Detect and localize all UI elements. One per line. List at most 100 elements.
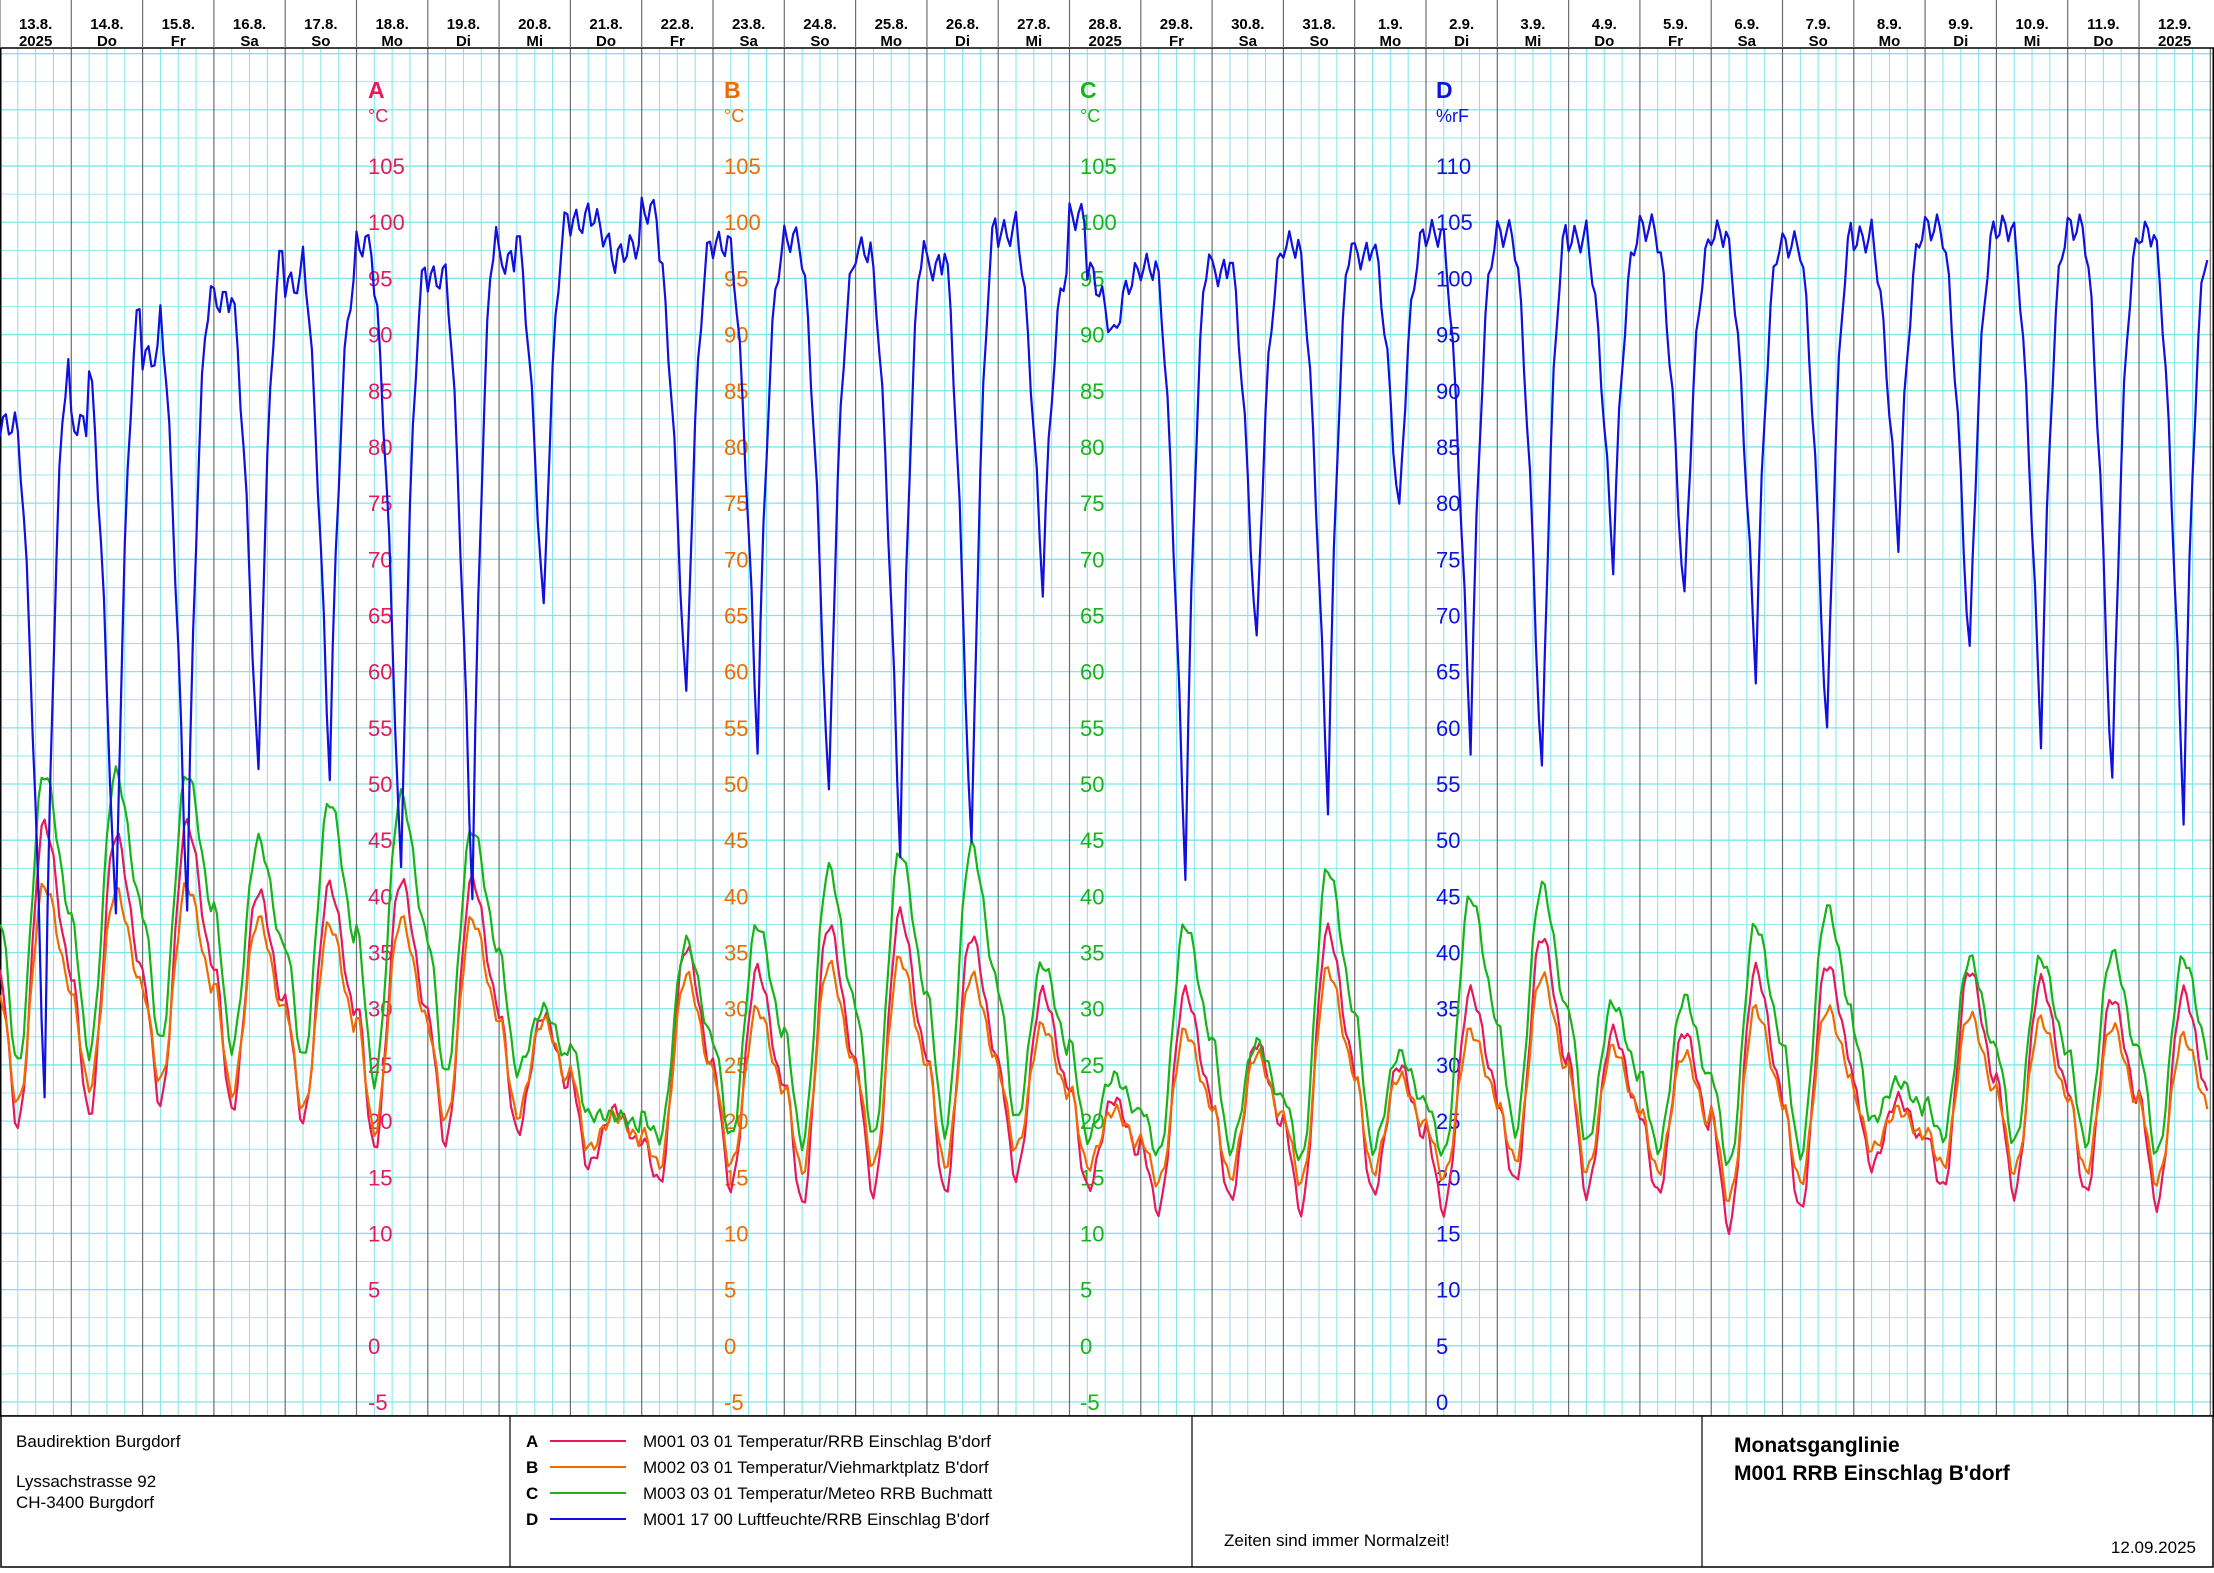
axis-tick-label: 35: [368, 941, 392, 966]
axis-tick-label: 0: [368, 1334, 380, 1359]
axis-unit: °C: [1080, 106, 1100, 126]
axis-tick-label: 90: [1080, 323, 1104, 348]
axis-tick-label: 45: [1080, 828, 1104, 853]
date-label: 16.8.: [233, 16, 266, 33]
y-axis-b: B°C1051009590858075706560555045403530252…: [724, 77, 761, 1415]
axis-tick-label: 15: [1436, 1221, 1460, 1246]
weekday-label: Do: [1594, 33, 1614, 50]
chart-title-line2: M001 RRB Einschlag B'dorf: [1734, 1462, 2011, 1485]
axis-tick-label: 55: [724, 716, 748, 741]
date-label: 18.8.: [375, 16, 408, 33]
org-name: Baudirektion Burgdorf: [16, 1432, 181, 1451]
axis-tick-label: 45: [724, 828, 748, 853]
axis-tick-label: 105: [368, 154, 405, 179]
legend-label: M001 03 01 Temperatur/RRB Einschlag B'do…: [643, 1432, 991, 1451]
weekday-label: 2025: [1088, 33, 1121, 50]
axis-tick-label: 90: [724, 323, 748, 348]
date-label: 5.9.: [1663, 16, 1688, 33]
axis-tick-label: 70: [724, 547, 748, 572]
weekday-label: So: [1809, 33, 1828, 50]
axis-letter: C: [1080, 77, 1097, 103]
axis-letter: D: [1436, 77, 1453, 103]
legend-key: A: [526, 1432, 538, 1451]
axis-tick-label: 60: [1080, 660, 1104, 685]
axis-tick-label: 45: [1436, 884, 1460, 909]
weekday-label: Di: [456, 33, 471, 50]
print-date: 12.09.2025: [2111, 1538, 2196, 1557]
weekday-label: Fr: [1668, 33, 1683, 50]
date-label: 31.8.: [1302, 16, 1335, 33]
date-label: 14.8.: [90, 16, 123, 33]
y-axes: A°C1051009590858075706560555045403530252…: [368, 77, 1473, 1415]
axis-tick-label: 105: [1080, 154, 1117, 179]
weekday-label: Fr: [1169, 33, 1184, 50]
axis-tick-label: 75: [724, 491, 748, 516]
weekday-label: Di: [955, 33, 970, 50]
weekday-label: Do: [97, 33, 117, 50]
legend-item: A M001 03 01 Temperatur/RRB Einschlag B'd…: [526, 1432, 991, 1451]
date-header: 13.8.202514.8.Do15.8.Fr16.8.Sa17.8.So18.…: [0, 0, 2214, 50]
axis-unit: °C: [368, 106, 388, 126]
weekday-label: So: [810, 33, 829, 50]
weekday-label: Di: [1454, 33, 1469, 50]
axis-tick-label: 100: [1436, 266, 1473, 291]
legend-key: C: [526, 1484, 538, 1503]
axis-tick-label: 75: [1436, 547, 1460, 572]
axis-tick-label: 100: [1080, 210, 1117, 235]
axis-tick-label: 30: [1080, 997, 1104, 1022]
date-label: 12.9.: [2158, 16, 2191, 33]
weekday-label: Mo: [381, 33, 403, 50]
axis-tick-label: 0: [724, 1334, 736, 1359]
axis-tick-label: 65: [368, 603, 392, 628]
series-lines: [0, 196, 2209, 1236]
weekday-label: Mi: [1525, 33, 1542, 50]
axis-unit: °C: [724, 106, 744, 126]
axis-tick-label: 80: [1436, 491, 1460, 516]
date-label: 23.8.: [732, 16, 765, 33]
axis-tick-label: 5: [368, 1278, 380, 1303]
axis-tick-label: 95: [724, 266, 748, 291]
axis-tick-label: 100: [724, 210, 761, 235]
axis-tick-label: -5: [1080, 1390, 1100, 1415]
weekday-label: Sa: [1738, 33, 1757, 50]
axis-tick-label: 10: [1080, 1221, 1104, 1246]
axis-tick-label: 5: [724, 1278, 736, 1303]
legend-label: M002 03 01 Temperatur/Viehmarktplatz B'd…: [643, 1458, 989, 1477]
weekday-label: So: [1309, 33, 1328, 50]
weekday-label: Fr: [171, 33, 186, 50]
date-label: 9.9.: [1948, 16, 1973, 33]
date-label: 26.8.: [946, 16, 979, 33]
axis-tick-label: 60: [368, 660, 392, 685]
axis-tick-label: 5: [1080, 1278, 1092, 1303]
legend-label: M003 03 01 Temperatur/Meteo RRB Buchmatt: [643, 1484, 993, 1503]
axis-tick-label: 65: [724, 603, 748, 628]
weekday-label: Do: [596, 33, 616, 50]
date-label: 27.8.: [1017, 16, 1050, 33]
series-line-d: [0, 196, 2209, 1099]
date-label: 10.9.: [2015, 16, 2048, 33]
axis-tick-label: -5: [368, 1390, 388, 1415]
weekday-label: Di: [1953, 33, 1968, 50]
weekday-label: Mo: [1380, 33, 1402, 50]
date-label: 28.8.: [1088, 16, 1121, 33]
axis-tick-label: 95: [1080, 266, 1104, 291]
axis-tick-label: 50: [368, 772, 392, 797]
legend-key: D: [526, 1510, 538, 1529]
date-label: 4.9.: [1592, 16, 1617, 33]
grid: [0, 48, 2214, 1416]
axis-tick-label: 50: [1080, 772, 1104, 797]
weekday-label: Do: [2093, 33, 2113, 50]
axis-tick-label: 75: [1080, 491, 1104, 516]
axis-tick-label: 45: [368, 828, 392, 853]
axis-tick-label: 65: [1080, 603, 1104, 628]
axis-letter: A: [368, 77, 385, 103]
weekday-label: Mo: [1879, 33, 1901, 50]
axis-letter: B: [724, 77, 741, 103]
axis-tick-label: 30: [1436, 1053, 1460, 1078]
axis-tick-label: 85: [368, 379, 392, 404]
series-line-b: [0, 882, 2209, 1202]
axis-tick-label: 105: [1436, 210, 1473, 235]
axis-tick-label: 50: [724, 772, 748, 797]
date-label: 22.8.: [661, 16, 694, 33]
axis-tick-label: 60: [1436, 716, 1460, 741]
